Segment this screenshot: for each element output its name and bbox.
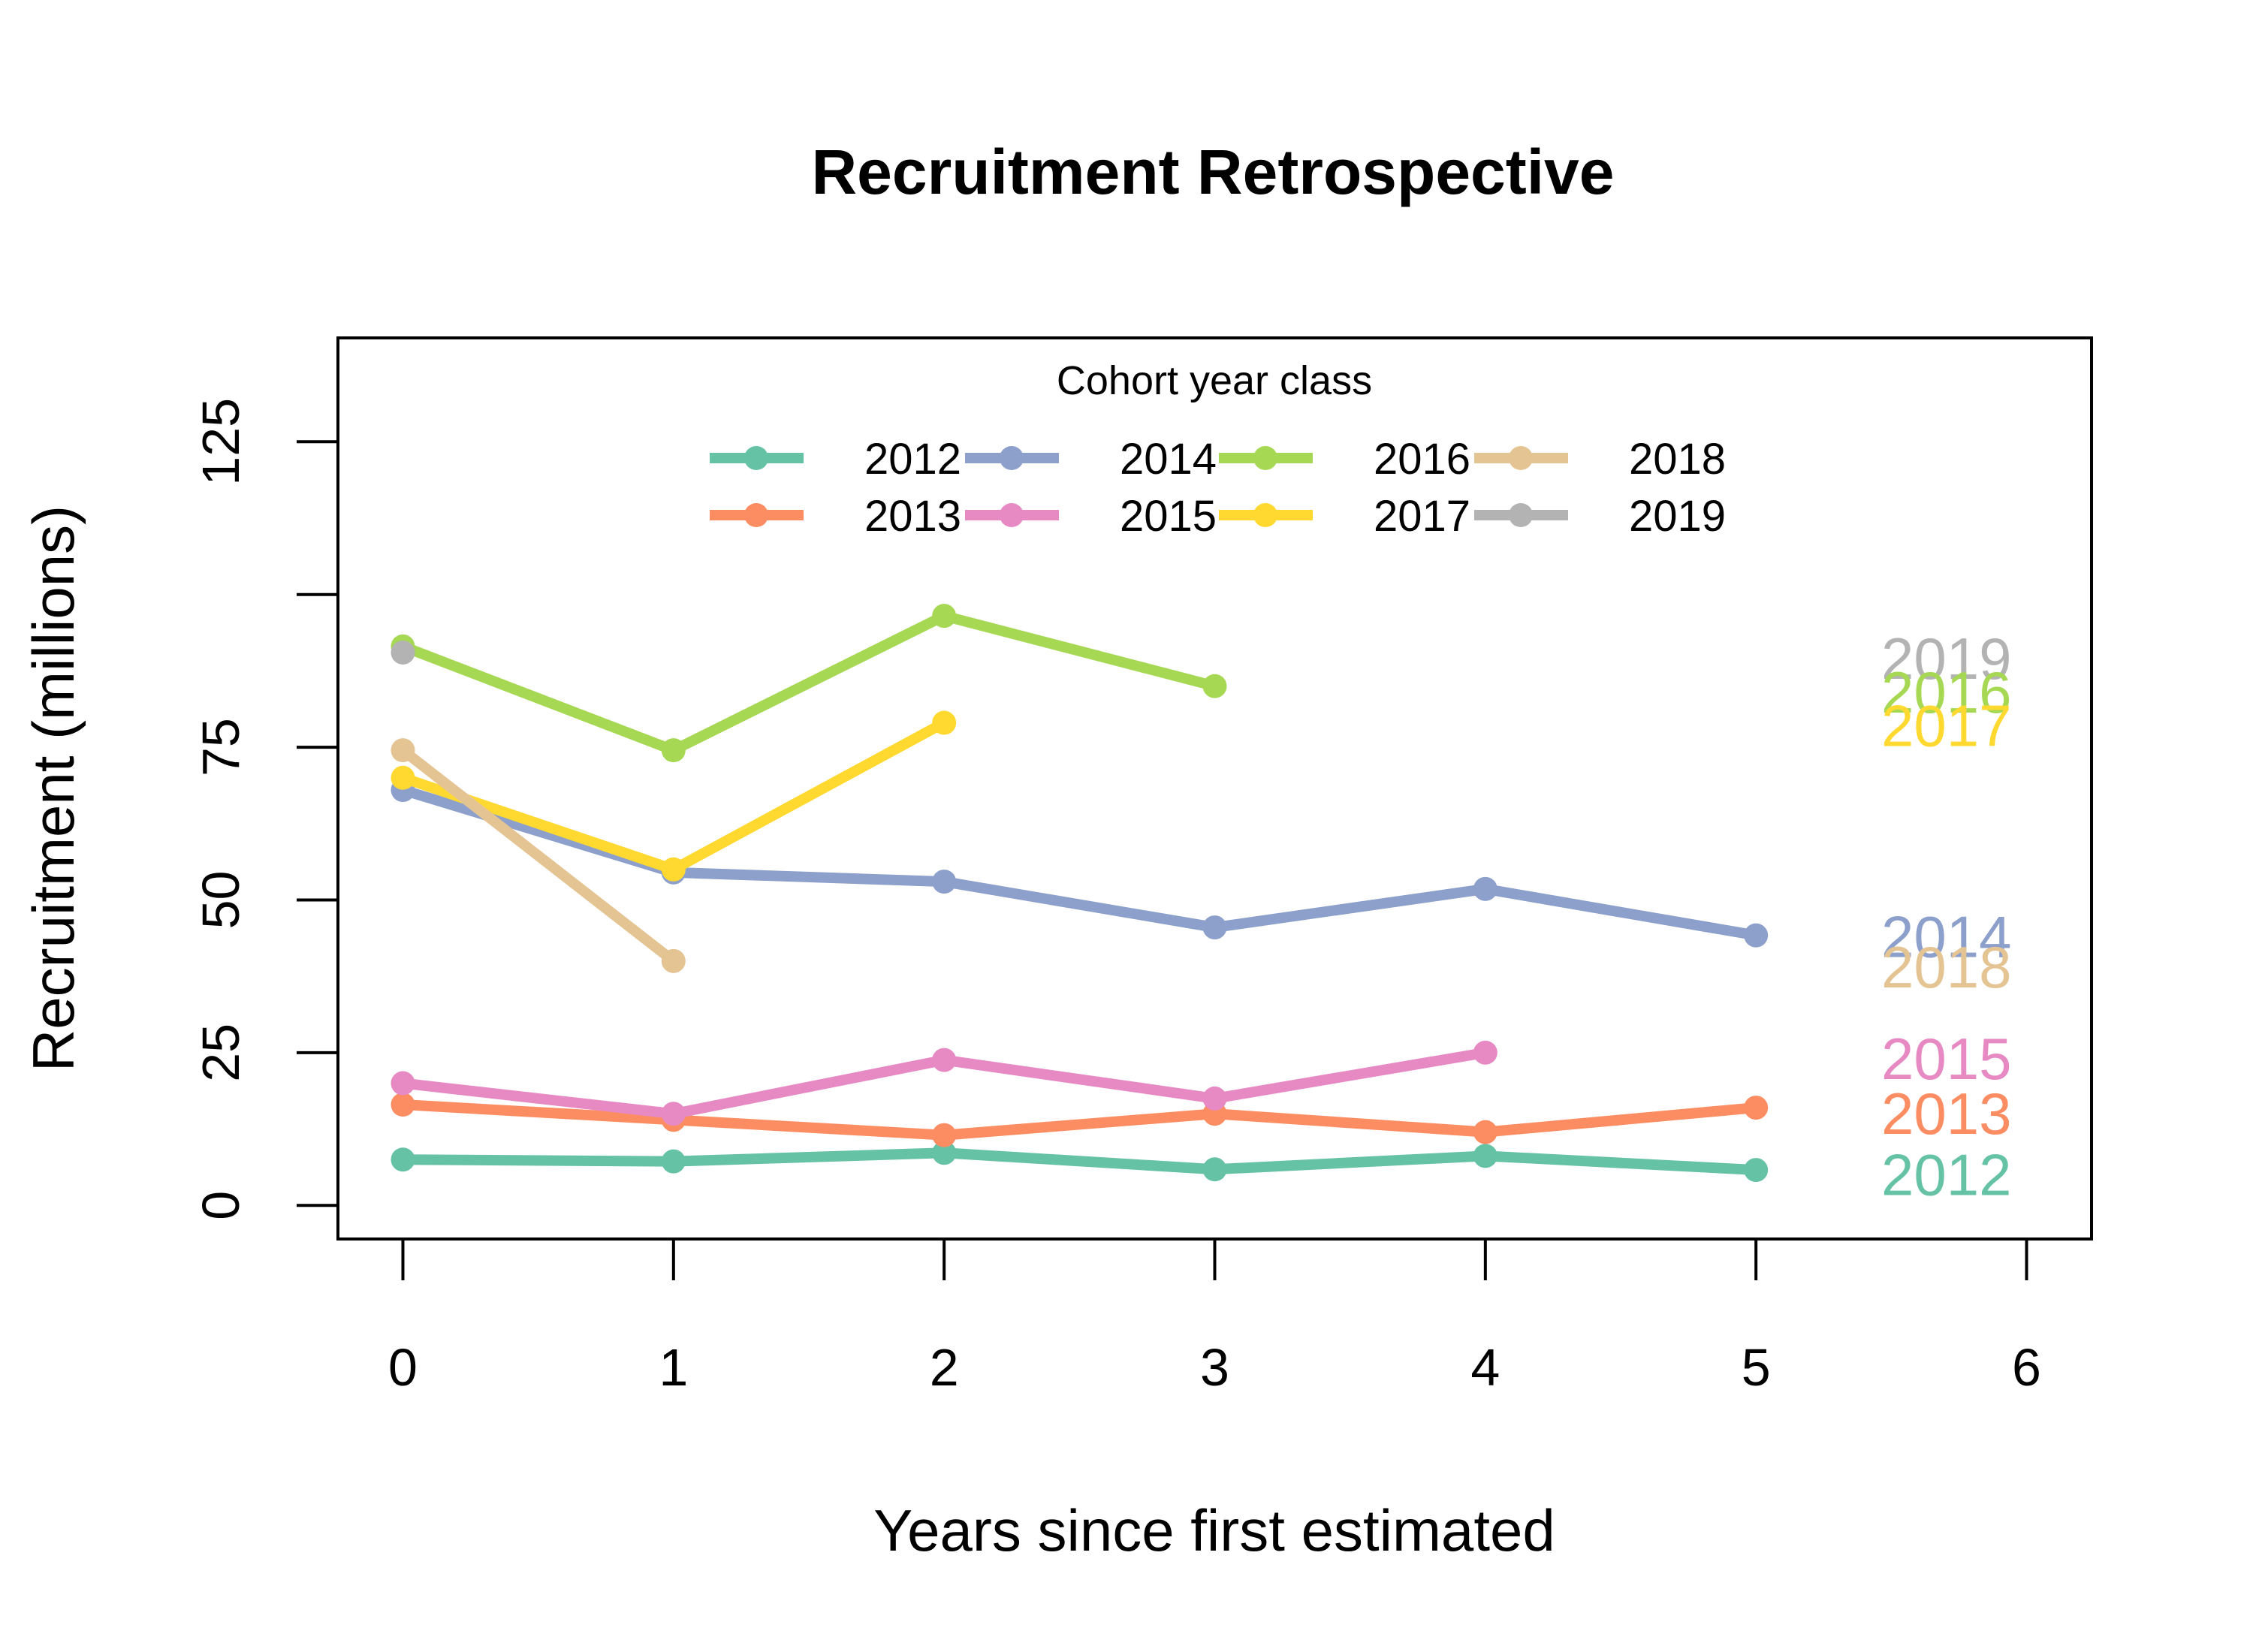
legend-entry-2012: 2012: [710, 435, 961, 484]
series-2015: [391, 1040, 1497, 1126]
legend-entry-2016: 2016: [1219, 435, 1470, 484]
data-point: [932, 870, 957, 894]
legend-marker: [1253, 446, 1277, 470]
legend-label: 2016: [1374, 435, 1470, 484]
data-point: [1744, 923, 1769, 948]
legend: Cohort year class 2012 2013 2014 2015 2016 20…: [710, 358, 1726, 541]
y-tick-label: 50: [192, 871, 250, 930]
data-point: [1473, 876, 1497, 901]
data-point: [391, 640, 415, 665]
legend-label: 2013: [864, 492, 961, 541]
legend-label: 2015: [1120, 492, 1217, 541]
legend-label: 2018: [1629, 435, 1726, 484]
data-point: [391, 1093, 415, 1117]
legend-marker: [1000, 446, 1024, 470]
data-point: [1473, 1120, 1497, 1144]
x-tick-label: 1: [659, 1338, 688, 1397]
legend-entry-2017: 2017: [1219, 492, 1470, 541]
data-point: [1202, 674, 1227, 698]
data-point: [932, 604, 957, 629]
series-2019: [391, 640, 415, 665]
x-axis-label: Years since first estimated: [873, 1497, 1555, 1563]
x-tick-label: 3: [1200, 1338, 1229, 1397]
series-2018: [391, 738, 686, 973]
series-2013: [391, 1093, 1769, 1147]
series-line: [403, 1147, 1757, 1176]
y-tick-label: 25: [192, 1023, 250, 1082]
end-label-2012: 2012: [1881, 1142, 2012, 1208]
y-axis-label: Recruitment (millions): [20, 505, 86, 1072]
data-point: [391, 1147, 415, 1172]
data-point: [661, 857, 686, 882]
y-tick-label: 0: [192, 1191, 250, 1220]
series-2017: [391, 710, 957, 882]
data-point: [661, 1149, 686, 1174]
legend-label: 2019: [1629, 492, 1726, 541]
legend-marker: [1253, 503, 1277, 527]
end-label-2019: 2019: [1881, 626, 2012, 692]
legend-marker: [1000, 503, 1024, 527]
data-point: [391, 738, 415, 763]
x-axis: 0 1 2 3 4 5 6: [388, 1237, 2041, 1397]
data-point: [1744, 1096, 1769, 1120]
legend-entry-2013: 2013: [710, 492, 961, 541]
legend-marker: [744, 446, 768, 470]
legend-marker: [744, 503, 768, 527]
data-point: [391, 765, 415, 790]
legend-entry-2019: 2019: [1474, 492, 1726, 541]
y-tick-label: 125: [192, 398, 250, 486]
data-point: [932, 710, 957, 735]
x-tick-label: 5: [1742, 1338, 1771, 1397]
series-2016: [391, 604, 1227, 763]
x-tick-label: 2: [930, 1338, 959, 1397]
end-label-2013: 2013: [1881, 1081, 2012, 1147]
data-point: [1473, 1144, 1497, 1168]
series-line: [400, 610, 1217, 756]
x-tick-label: 6: [2012, 1338, 2041, 1397]
data-point: [661, 738, 686, 763]
x-tick-label: 0: [388, 1338, 418, 1397]
end-label-2016: 2016: [1881, 659, 2012, 725]
end-label-2018: 2018: [1881, 934, 2012, 1000]
data-point: [1202, 915, 1227, 940]
data-point: [932, 1048, 957, 1072]
data-point: [1473, 1040, 1497, 1065]
legend-title: Cohort year class: [1057, 358, 1372, 403]
x-tick-label: 4: [1470, 1338, 1500, 1397]
legend-label: 2012: [864, 435, 961, 484]
end-label-2015: 2015: [1881, 1026, 2012, 1092]
series-line: [400, 746, 677, 966]
data-point: [1202, 1157, 1227, 1182]
legend-marker: [1509, 446, 1533, 470]
legend-marker: [1509, 503, 1533, 527]
legend-entry-2014: 2014: [965, 435, 1217, 484]
end-label-2017: 2017: [1881, 693, 2012, 759]
y-axis: 0 25 50 75 125: [192, 398, 339, 1220]
legend-entry-2015: 2015: [965, 492, 1217, 541]
series-layer: [391, 604, 1769, 1183]
y-tick-label: 75: [192, 718, 250, 776]
data-point: [932, 1123, 957, 1147]
series-line: [403, 1099, 1757, 1141]
data-point: [661, 1102, 686, 1126]
series-2012: [391, 1141, 1769, 1183]
data-point: [932, 1141, 957, 1165]
end-label-2014: 2014: [1881, 903, 2012, 969]
chart-title: Recruitment Retrospective: [812, 137, 1615, 207]
legend-entry-2018: 2018: [1474, 435, 1726, 484]
legend-label: 2017: [1374, 492, 1470, 541]
data-point: [1744, 1158, 1769, 1183]
legend-label: 2014: [1120, 435, 1217, 484]
data-point: [391, 1071, 415, 1096]
data-point: [661, 948, 686, 973]
data-point: [1202, 1086, 1227, 1111]
